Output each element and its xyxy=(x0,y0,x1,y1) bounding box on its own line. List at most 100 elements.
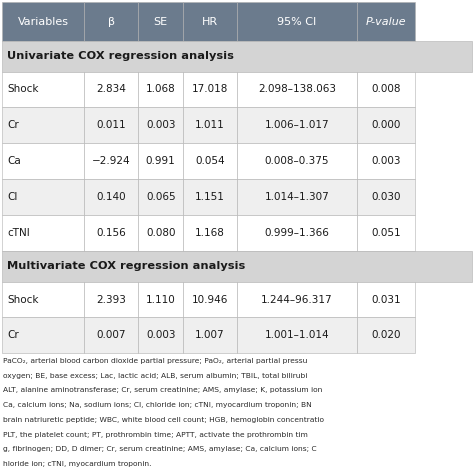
Bar xyxy=(356,282,415,318)
Text: Variables: Variables xyxy=(18,17,69,27)
Bar xyxy=(356,108,415,143)
Bar xyxy=(237,72,356,108)
Bar xyxy=(237,215,356,251)
Bar xyxy=(183,215,237,251)
Bar xyxy=(183,2,237,41)
Text: 0.008–0.375: 0.008–0.375 xyxy=(264,156,329,166)
Text: 0.008: 0.008 xyxy=(371,84,401,94)
Bar xyxy=(2,41,472,72)
Bar xyxy=(183,282,237,318)
Bar xyxy=(84,215,138,251)
Bar xyxy=(356,179,415,215)
Text: 0.065: 0.065 xyxy=(146,192,175,202)
Text: 0.020: 0.020 xyxy=(371,330,401,340)
Bar xyxy=(2,179,84,215)
Bar xyxy=(138,108,183,143)
Bar xyxy=(356,2,415,41)
Bar xyxy=(138,2,183,41)
Bar xyxy=(138,215,183,251)
Bar xyxy=(2,251,472,282)
Text: 0.003: 0.003 xyxy=(371,156,401,166)
Bar xyxy=(84,318,138,354)
Text: Shock: Shock xyxy=(7,84,38,94)
Text: SE: SE xyxy=(154,17,168,27)
Text: 10.946: 10.946 xyxy=(192,294,228,305)
Bar xyxy=(237,2,356,41)
Text: Ca, calcium ions; Na, sodium ions; Cl, chloride ion; cTNI, myocardium troponin; : Ca, calcium ions; Na, sodium ions; Cl, c… xyxy=(3,402,312,408)
Bar xyxy=(183,318,237,354)
Text: 0.011: 0.011 xyxy=(97,120,126,130)
Bar xyxy=(84,2,138,41)
Bar xyxy=(2,143,84,179)
Text: oxygen; BE, base excess; Lac, lactic acid; ALB, serum albumin; TBIL, total bilir: oxygen; BE, base excess; Lac, lactic aci… xyxy=(3,373,308,379)
Text: PaCO₂, arterial blood carbon dioxide partial pressure; PaO₂, arterial partial pr: PaCO₂, arterial blood carbon dioxide par… xyxy=(3,358,308,364)
Bar xyxy=(356,215,415,251)
Text: 0.051: 0.051 xyxy=(371,228,401,238)
Bar xyxy=(138,282,183,318)
Text: Multivariate COX regression analysis: Multivariate COX regression analysis xyxy=(7,261,246,271)
Text: ALT, alanine aminotransferase; Cr, serum creatinine; AMS, amylase; K, potassium : ALT, alanine aminotransferase; Cr, serum… xyxy=(3,387,323,393)
Bar xyxy=(237,143,356,179)
Bar xyxy=(2,215,84,251)
Text: 1.006–1.017: 1.006–1.017 xyxy=(264,120,329,130)
Text: 0.003: 0.003 xyxy=(146,330,175,340)
Bar xyxy=(183,179,237,215)
Bar xyxy=(183,108,237,143)
Text: P-value: P-value xyxy=(365,17,406,27)
Text: HR: HR xyxy=(202,17,218,27)
Text: Shock: Shock xyxy=(7,294,38,305)
Text: 95% CI: 95% CI xyxy=(277,17,317,27)
Text: Cl: Cl xyxy=(7,192,18,202)
Text: 1.168: 1.168 xyxy=(195,228,225,238)
Text: −2.924: −2.924 xyxy=(92,156,131,166)
Text: Cr: Cr xyxy=(7,330,19,340)
Text: 1.014–1.307: 1.014–1.307 xyxy=(264,192,329,202)
Bar xyxy=(84,179,138,215)
Text: 1.007: 1.007 xyxy=(195,330,225,340)
Text: 0.031: 0.031 xyxy=(371,294,401,305)
Bar xyxy=(2,2,84,41)
Text: 1.001–1.014: 1.001–1.014 xyxy=(264,330,329,340)
Text: 17.018: 17.018 xyxy=(192,84,228,94)
Bar xyxy=(138,72,183,108)
Text: 0.999–1.366: 0.999–1.366 xyxy=(264,228,329,238)
Text: 1.110: 1.110 xyxy=(146,294,176,305)
Text: PLT, the platelet count; PT, prothrombin time; APTT, activate the prothrombin ti: PLT, the platelet count; PT, prothrombin… xyxy=(3,432,308,438)
Text: g, fibrinogen; DD, D dimer; Cr, serum creatinine; AMS, amylase; Ca, calcium ions: g, fibrinogen; DD, D dimer; Cr, serum cr… xyxy=(3,447,317,453)
Bar xyxy=(356,72,415,108)
Bar xyxy=(138,143,183,179)
Text: Cr: Cr xyxy=(7,120,19,130)
Bar xyxy=(237,179,356,215)
Text: 1.151: 1.151 xyxy=(195,192,225,202)
Text: 1.244–96.317: 1.244–96.317 xyxy=(261,294,333,305)
Bar xyxy=(183,143,237,179)
Text: 1.068: 1.068 xyxy=(146,84,176,94)
Text: 1.011: 1.011 xyxy=(195,120,225,130)
Text: 0.080: 0.080 xyxy=(146,228,175,238)
Text: 0.003: 0.003 xyxy=(146,120,175,130)
Bar xyxy=(237,108,356,143)
Text: Univariate COX regression analysis: Univariate COX regression analysis xyxy=(7,51,234,61)
Text: 0.030: 0.030 xyxy=(371,192,401,202)
Bar xyxy=(84,282,138,318)
Bar xyxy=(2,72,84,108)
Bar xyxy=(237,318,356,354)
Bar xyxy=(183,72,237,108)
Bar xyxy=(356,143,415,179)
Text: hloride ion; cTNI, myocardium troponin.: hloride ion; cTNI, myocardium troponin. xyxy=(3,461,152,467)
Bar xyxy=(2,108,84,143)
Text: 0.140: 0.140 xyxy=(97,192,126,202)
Bar xyxy=(84,143,138,179)
Text: Ca: Ca xyxy=(7,156,21,166)
Text: 0.156: 0.156 xyxy=(97,228,127,238)
Text: cTNI: cTNI xyxy=(7,228,30,238)
Bar xyxy=(2,318,84,354)
Bar xyxy=(84,108,138,143)
Text: 0.054: 0.054 xyxy=(195,156,225,166)
Bar xyxy=(237,282,356,318)
Text: brain natriuretic peptide; WBC, white blood cell count; HGB, hemoglobin concentr: brain natriuretic peptide; WBC, white bl… xyxy=(3,417,324,423)
Bar xyxy=(138,179,183,215)
Text: 2.098–138.063: 2.098–138.063 xyxy=(258,84,336,94)
Text: 0.007: 0.007 xyxy=(97,330,126,340)
Bar xyxy=(356,318,415,354)
